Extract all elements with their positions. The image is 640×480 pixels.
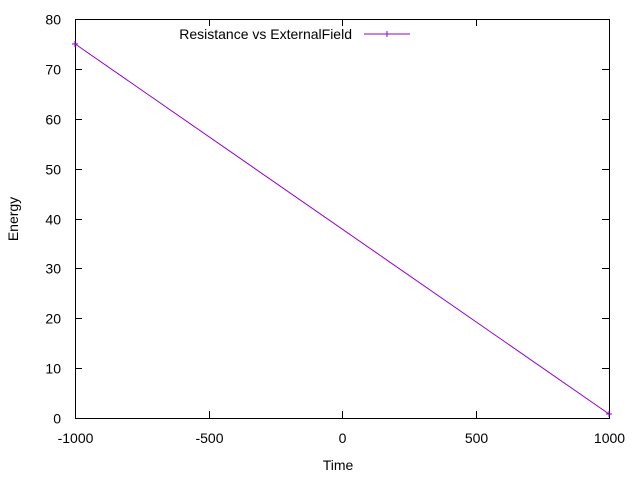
series-line: [74, 43, 610, 415]
ticks-layer: 0 10 20 30 40 50 60 70 80 -1000 -500 0 500 1000: [45, 12, 625, 447]
legend-label: Resistance vs ExternalField: [179, 26, 352, 42]
data-point: [606, 411, 612, 418]
y-axis-title: Energy: [5, 197, 21, 241]
data-point: [72, 40, 78, 47]
x-tick-label: -500: [195, 430, 223, 446]
x-tick-label: 1000: [594, 430, 625, 446]
x-tick-label: 0: [339, 430, 347, 446]
x-tick-label: -1000: [58, 430, 94, 446]
y-tick-label: 20: [45, 311, 61, 327]
series-layer: [72, 40, 612, 418]
y-tick-label: 10: [45, 361, 61, 377]
legend: Resistance vs ExternalField: [179, 26, 410, 42]
y-tick-label: 70: [45, 62, 61, 78]
y-tick-label: 30: [45, 261, 61, 277]
plot-frame: [75, 19, 610, 419]
y-tick-label: 40: [45, 212, 61, 228]
x-axis-title: Time: [323, 457, 354, 473]
y-tick-label: 80: [45, 12, 61, 28]
y-tick-label: 50: [45, 162, 61, 178]
y-tick-label: 60: [45, 112, 61, 128]
legend-marker-glyph: [384, 31, 390, 37]
y-tick-label: 0: [53, 411, 61, 427]
legend-marker: [384, 31, 390, 37]
x-tick-label: 500: [465, 430, 489, 446]
